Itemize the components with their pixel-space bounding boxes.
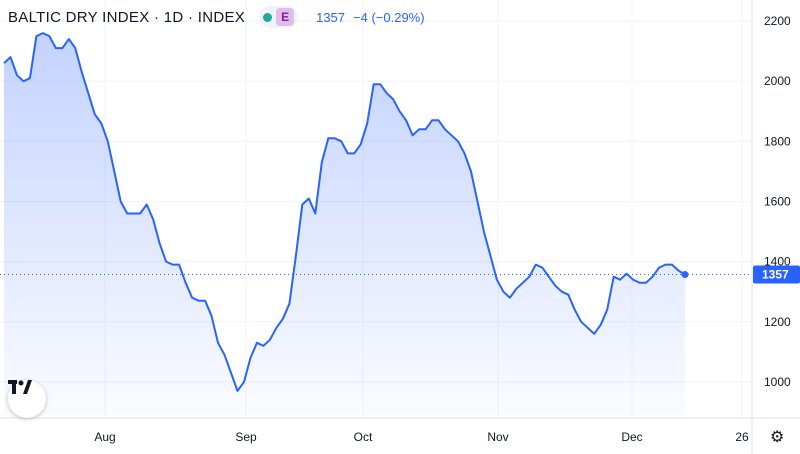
last-point-marker	[681, 271, 689, 279]
x-tick-label: Sep	[235, 430, 257, 444]
y-tick-label: 1600	[764, 194, 791, 208]
y-tick-label: 2200	[764, 14, 791, 28]
gear-icon[interactable]: ⚙	[770, 429, 785, 446]
e-badge: E	[276, 8, 295, 26]
tradingview-logo-icon[interactable]	[8, 380, 46, 418]
y-tick-label: 1400	[764, 255, 791, 269]
x-tick-label: 26	[735, 430, 749, 444]
y-tick-label: 2000	[764, 74, 791, 88]
y-tick-label: 1200	[764, 315, 791, 329]
tv-logo-glyph	[8, 380, 32, 394]
x-tick-label: Oct	[354, 430, 373, 444]
market-status-dot-icon	[263, 12, 273, 22]
status-pill[interactable]: E	[259, 6, 299, 28]
x-tick-label: Nov	[487, 430, 508, 444]
last-value-label: 1357	[762, 268, 789, 282]
price-change: −4 (−0.29%)	[353, 9, 425, 25]
x-tick-label: Aug	[94, 430, 115, 444]
x-tick-label: Dec	[621, 430, 642, 444]
area-fill	[4, 33, 685, 418]
quote-info: 1357 −4 (−0.29%)	[316, 10, 424, 25]
series-line	[3, 32, 686, 392]
last-price: 1357	[316, 9, 346, 25]
last-value-label-bg	[753, 265, 800, 284]
y-tick-label: 1000	[764, 375, 791, 389]
symbol-title[interactable]: BALTIC DRY INDEX · 1D · INDEX	[8, 8, 246, 26]
chart-header: BALTIC DRY INDEX · 1D · INDEX E 1357 −4 …	[8, 6, 425, 28]
y-tick-label: 1800	[764, 134, 791, 148]
